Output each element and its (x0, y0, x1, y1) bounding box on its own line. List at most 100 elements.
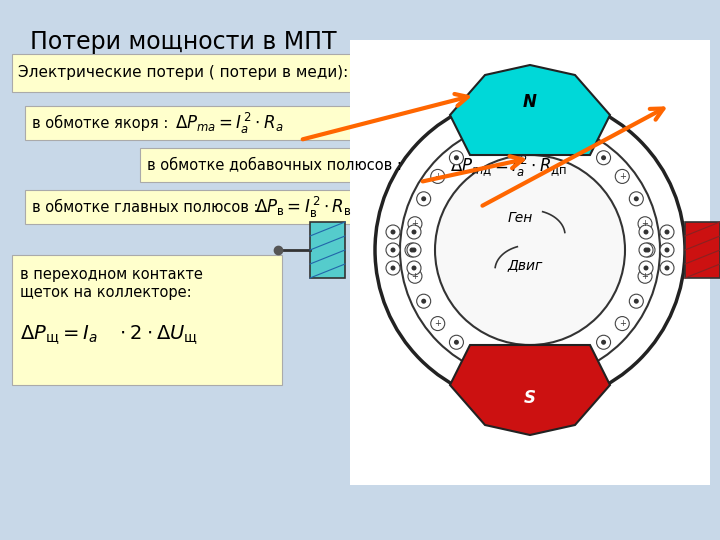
Text: +: + (618, 319, 626, 328)
Circle shape (449, 335, 464, 349)
Circle shape (412, 247, 416, 253)
Circle shape (449, 151, 464, 165)
Bar (350, 40, 710, 485)
Circle shape (665, 247, 670, 253)
Text: +: + (434, 172, 441, 181)
Circle shape (400, 120, 660, 380)
Text: Двиг: Двиг (508, 258, 543, 272)
Text: $\Delta P_{ma}=I_a^{\,2}\cdot R_a$: $\Delta P_{ma}=I_a^{\,2}\cdot R_a$ (175, 111, 284, 136)
Circle shape (390, 247, 395, 253)
Circle shape (616, 316, 629, 330)
Circle shape (597, 151, 611, 165)
Circle shape (601, 340, 606, 345)
Circle shape (660, 261, 674, 275)
Circle shape (405, 243, 419, 257)
Circle shape (665, 230, 670, 234)
Circle shape (639, 225, 653, 239)
Text: +: + (434, 319, 441, 328)
Circle shape (601, 155, 606, 160)
Text: в обмотке добавочных полюсов :: в обмотке добавочных полюсов : (147, 158, 402, 172)
Circle shape (644, 247, 649, 253)
Circle shape (407, 261, 421, 275)
Circle shape (497, 128, 510, 142)
Circle shape (629, 294, 643, 308)
Circle shape (386, 261, 400, 275)
Circle shape (638, 217, 652, 231)
Circle shape (417, 192, 431, 206)
Text: +: + (412, 272, 418, 281)
Text: +: + (412, 219, 418, 228)
Circle shape (386, 225, 400, 239)
Text: N: N (523, 93, 537, 111)
Circle shape (410, 247, 415, 253)
Bar (12, 54, 372, 92)
Text: +: + (553, 362, 559, 368)
Circle shape (634, 299, 639, 303)
Circle shape (407, 243, 421, 257)
Polygon shape (450, 65, 610, 155)
Circle shape (412, 230, 416, 234)
Circle shape (660, 243, 674, 257)
Text: щеток на коллекторе:: щеток на коллекторе: (20, 285, 192, 300)
Bar (12, 255, 282, 385)
Text: $\Delta P_\text{в}=I_\text{в}^{\,2}\cdot R_\text{в}$: $\Delta P_\text{в}=I_\text{в}^{\,2}\cdot… (255, 194, 351, 220)
Circle shape (472, 349, 486, 363)
Text: +: + (527, 365, 533, 371)
Text: +: + (578, 141, 584, 147)
Text: $\Delta P_{m\text{д}}=I_a^{\,2}\cdot R_{\text{дп}}$: $\Delta P_{m\text{д}}=I_a^{\,2}\cdot R_{… (450, 152, 567, 178)
Text: +: + (501, 362, 507, 368)
Circle shape (523, 361, 537, 375)
Bar (140, 148, 700, 182)
Circle shape (574, 137, 588, 151)
Text: в переходном контакте: в переходном контакте (20, 267, 203, 282)
Circle shape (375, 95, 685, 405)
Circle shape (644, 230, 649, 234)
Circle shape (634, 197, 639, 201)
Text: +: + (642, 272, 649, 281)
Circle shape (435, 155, 625, 345)
Circle shape (549, 128, 563, 142)
Circle shape (421, 197, 426, 201)
Circle shape (574, 349, 588, 363)
Bar (25, 106, 385, 140)
Circle shape (644, 266, 649, 271)
Circle shape (641, 243, 655, 257)
Circle shape (597, 335, 611, 349)
Bar (25, 190, 405, 224)
Circle shape (639, 243, 653, 257)
Circle shape (660, 225, 674, 239)
Text: Потери мощности в МПТ: Потери мощности в МПТ (30, 30, 337, 54)
Circle shape (421, 299, 426, 303)
Circle shape (390, 266, 395, 271)
Circle shape (616, 170, 629, 184)
Bar (685, 222, 720, 278)
Text: +: + (476, 353, 482, 359)
Circle shape (386, 243, 400, 257)
Text: S: S (524, 389, 536, 407)
Circle shape (390, 230, 395, 234)
Circle shape (454, 155, 459, 160)
Circle shape (454, 340, 459, 345)
Circle shape (523, 125, 537, 139)
Text: +: + (527, 129, 533, 135)
Circle shape (431, 316, 445, 330)
Circle shape (408, 269, 422, 284)
Text: $\Delta P_{\text{щ}}=I_a\quad\cdot 2\cdot\Delta U_{\text{щ}}$: $\Delta P_{\text{щ}}=I_a\quad\cdot 2\cdo… (20, 323, 198, 347)
Circle shape (417, 294, 431, 308)
Text: +: + (642, 219, 649, 228)
Circle shape (629, 192, 643, 206)
Circle shape (431, 170, 445, 184)
Text: в обмотке главных полюсов :: в обмотке главных полюсов : (32, 199, 258, 214)
Circle shape (407, 225, 421, 239)
Text: +: + (618, 172, 626, 181)
Bar (310, 222, 345, 278)
Circle shape (412, 266, 416, 271)
Text: +: + (578, 353, 584, 359)
Text: +: + (501, 132, 507, 138)
Circle shape (665, 266, 670, 271)
Polygon shape (450, 345, 610, 435)
Circle shape (639, 261, 653, 275)
Circle shape (646, 247, 650, 253)
Circle shape (472, 137, 486, 151)
Circle shape (638, 269, 652, 284)
